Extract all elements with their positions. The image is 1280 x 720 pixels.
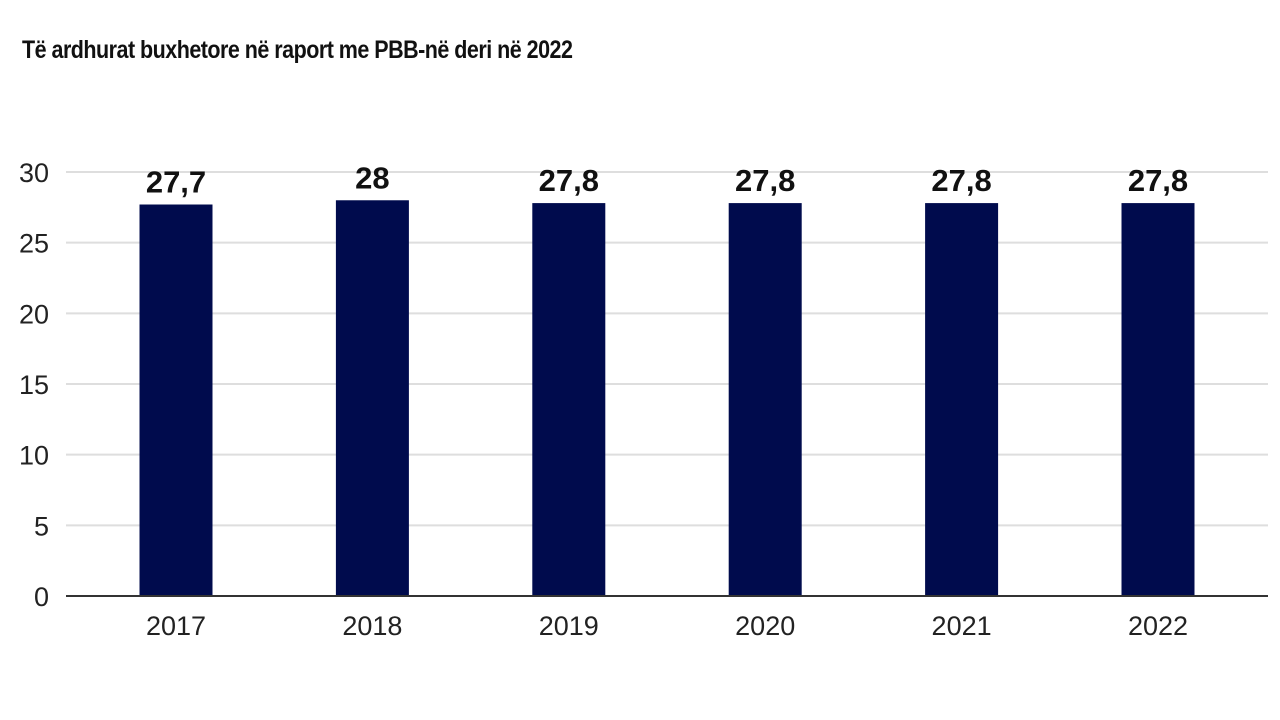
data-labels: 27,7 28 27,8 27,8 27,8 27,8: [146, 160, 1188, 199]
y-tick-label: 5: [34, 511, 49, 541]
x-tick-label: 2021: [932, 611, 992, 641]
data-label: 27,8: [735, 163, 795, 198]
bars: [139, 200, 1195, 597]
x-axis-ticks: 2017 2018 2019 2020 2021 2022: [146, 611, 1188, 641]
bar-2019: [532, 203, 606, 597]
chart-title: Të ardhurat buxhetore në raport me PBB-n…: [22, 36, 573, 64]
x-tick-label: 2019: [539, 611, 599, 641]
y-tick-label: 10: [19, 441, 49, 471]
bar-2018: [335, 200, 409, 596]
data-label: 28: [355, 160, 389, 195]
gridlines: [66, 171, 1268, 527]
bar-2017: [139, 204, 213, 597]
data-label: 27,7: [146, 165, 206, 200]
data-label: 27,8: [931, 163, 991, 198]
y-tick-label: 15: [19, 370, 49, 400]
y-tick-label: 20: [19, 299, 49, 329]
bar-2022: [1121, 203, 1195, 597]
y-axis-ticks: 0 5 10 15 20 25 30: [19, 158, 49, 612]
x-tick-label: 2022: [1128, 611, 1188, 641]
bar-2020: [728, 203, 802, 597]
x-tick-label: 2020: [735, 611, 795, 641]
y-tick-label: 25: [19, 229, 49, 259]
data-label: 27,8: [539, 163, 599, 198]
y-tick-label: 30: [19, 158, 49, 188]
data-label: 27,8: [1128, 163, 1188, 198]
y-tick-label: 0: [34, 582, 49, 612]
x-tick-label: 2018: [342, 611, 402, 641]
bar-2021: [925, 203, 999, 597]
x-tick-label: 2017: [146, 611, 206, 641]
